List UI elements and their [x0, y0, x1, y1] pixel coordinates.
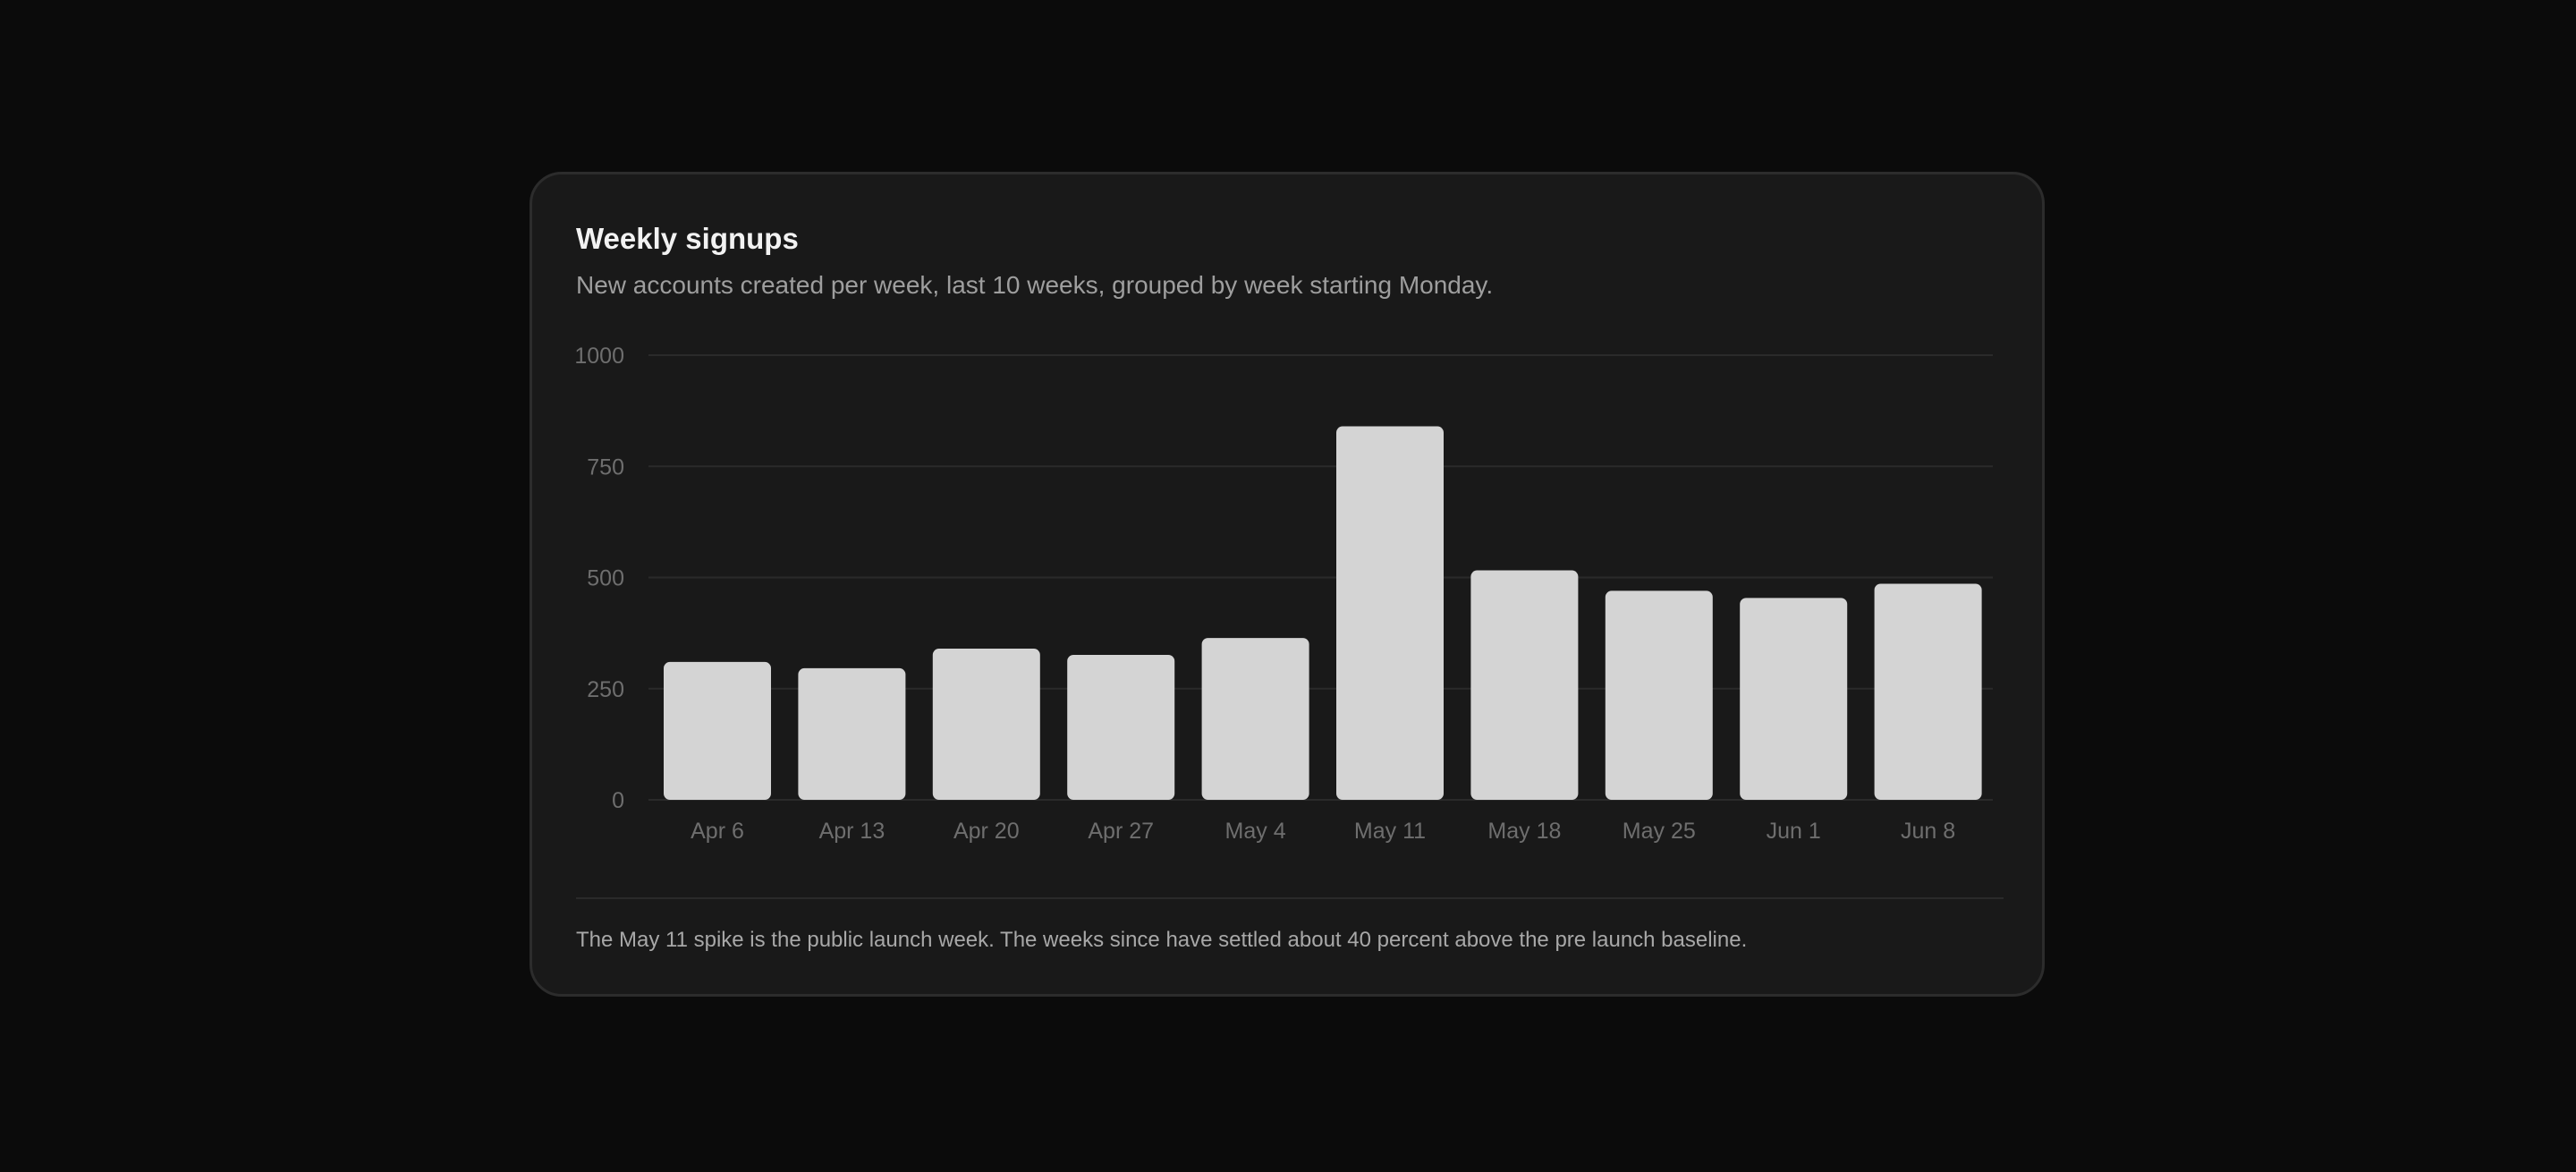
y-tick-label: 1000	[574, 344, 624, 369]
bar	[664, 661, 771, 800]
x-tick-label: Apr 13	[819, 819, 886, 844]
y-tick-label: 0	[612, 788, 624, 813]
bar	[1201, 638, 1309, 800]
bar	[1605, 590, 1713, 800]
x-tick-label: Jun 8	[1901, 819, 1955, 844]
chart-footnote: The May 11 spike is the public launch we…	[576, 928, 1748, 952]
bar	[1874, 583, 1982, 800]
bar	[932, 649, 1040, 800]
x-tick-label: Apr 6	[691, 819, 744, 844]
x-tick-label: May 11	[1354, 819, 1426, 844]
x-tick-label: Jun 1	[1767, 819, 1821, 844]
y-tick-label: 750	[587, 454, 624, 480]
y-tick-label: 500	[587, 566, 624, 591]
bar	[1336, 426, 1444, 800]
chart-title: Weekly signups	[576, 222, 799, 255]
bar	[1740, 598, 1848, 800]
y-tick-label: 250	[587, 677, 624, 702]
x-tick-label: May 25	[1623, 819, 1696, 844]
divider	[576, 897, 2004, 899]
x-tick-label: Apr 27	[1088, 819, 1154, 844]
x-tick-label: Apr 20	[953, 819, 1020, 844]
chart-card: Weekly signups New accounts created per …	[530, 172, 2045, 997]
bar	[1067, 654, 1175, 800]
bar	[1470, 570, 1579, 800]
x-tick-label: May 4	[1225, 819, 1286, 844]
bar	[798, 667, 906, 800]
x-tick-label: May 18	[1487, 819, 1561, 844]
bar-chart: 0 250 500 750 1000 Apr 6 Apr 13 Apr 20 Apr 27 May…	[574, 344, 1993, 844]
chart-subtitle: New accounts created per week, last 10 w…	[576, 271, 1494, 299]
